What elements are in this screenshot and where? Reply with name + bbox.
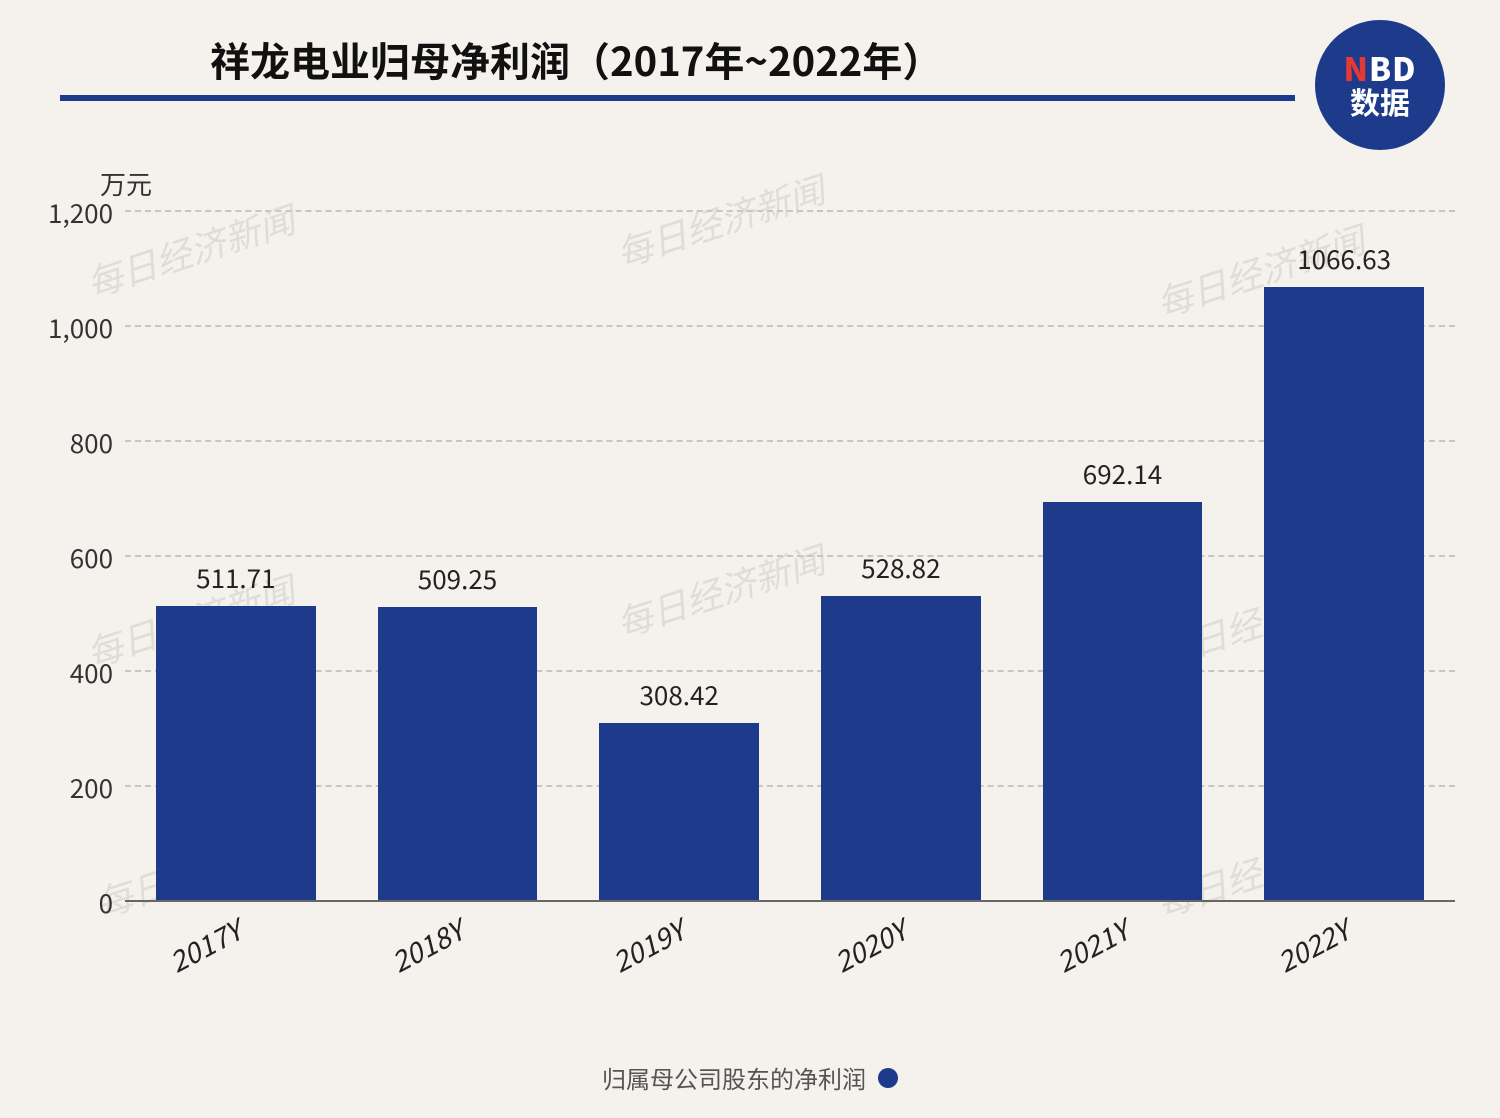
bar-value-label: 692.14: [1083, 455, 1162, 492]
bar-value-label: 528.82: [861, 549, 940, 586]
y-tick-label: 1,000: [48, 309, 113, 346]
bar: [378, 607, 538, 900]
bar-value-label: 308.42: [639, 676, 718, 713]
bar: [1264, 287, 1424, 900]
x-tick-label: 2022Y: [1270, 910, 1357, 981]
legend-label: 归属母公司股东的净利润: [602, 1060, 866, 1095]
gridline: [125, 555, 1455, 557]
bar: [1043, 502, 1203, 900]
plot-area: 511.71 509.25 308.42 528.82 692.14 1066.63: [125, 210, 1455, 900]
bar-value-label: 509.25: [418, 560, 497, 597]
x-tick-label: 2018Y: [383, 910, 470, 981]
bar-value-label: 511.71: [196, 559, 275, 596]
x-axis-line: [125, 900, 1455, 902]
y-tick-label: 800: [70, 424, 113, 461]
gridline: [125, 670, 1455, 672]
bar: [821, 596, 981, 900]
legend: 归属母公司股东的净利润: [602, 1060, 898, 1095]
gridline: [125, 325, 1455, 327]
x-tick-label: 2020Y: [827, 910, 914, 981]
bar: [156, 606, 316, 900]
y-tick-label: 200: [70, 769, 113, 806]
bar: [599, 723, 759, 900]
y-tick-label: 600: [70, 539, 113, 576]
gridline: [125, 210, 1455, 212]
gridline: [125, 785, 1455, 787]
logo-line2: 数据: [1350, 86, 1410, 118]
y-tick-label: 0: [99, 884, 113, 921]
title-underline: [60, 95, 1295, 101]
y-tick-label: 1,200: [48, 194, 113, 231]
chart-canvas: 每日经济新闻每日经济新闻每日经济新闻每日经济新闻每日经济新闻每日经济新闻每日经济…: [0, 0, 1500, 1118]
x-tick-label: 2021Y: [1048, 910, 1135, 981]
y-tick-label: 400: [70, 654, 113, 691]
x-tick-label: 2019Y: [605, 910, 692, 981]
nbd-logo: NBD 数据: [1315, 20, 1445, 150]
bar-value-label: 1066.63: [1297, 240, 1391, 277]
gridline: [125, 440, 1455, 442]
x-tick-label: 2017Y: [162, 910, 249, 981]
legend-swatch: [878, 1068, 898, 1088]
chart-title: 祥龙电业归母净利润（2017年~2022年）: [210, 30, 942, 88]
